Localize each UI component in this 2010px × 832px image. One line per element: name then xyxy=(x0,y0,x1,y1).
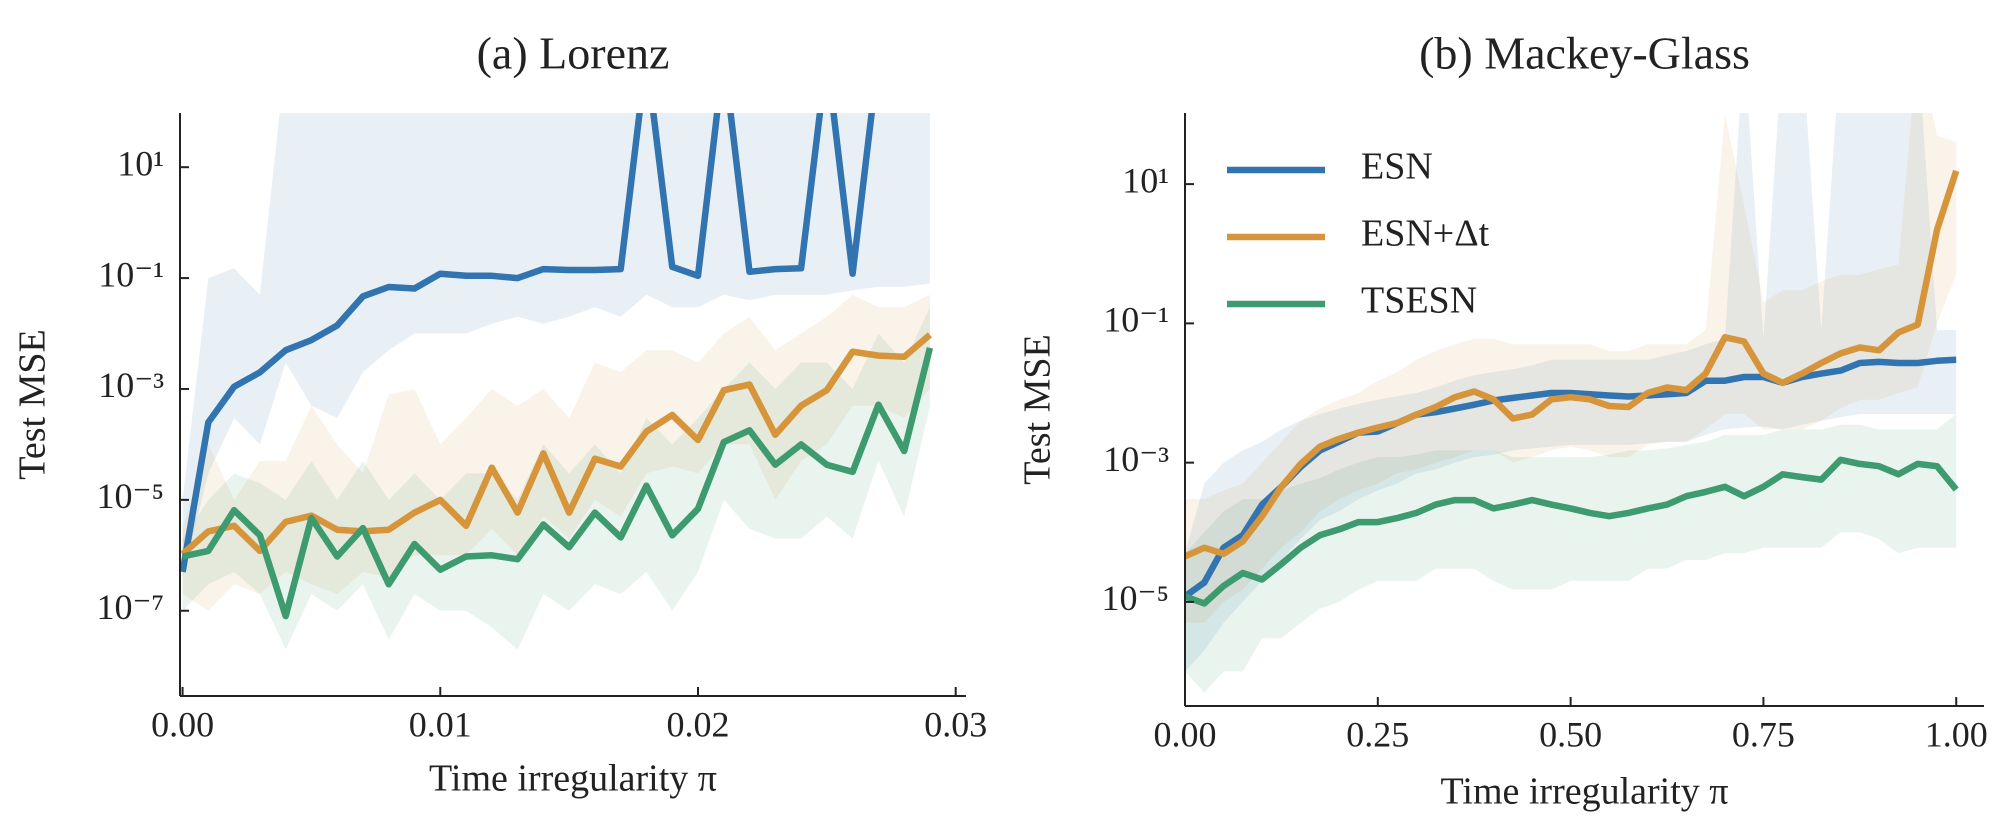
line xyxy=(180,113,875,573)
x-tick-label: 0.01 xyxy=(409,704,472,744)
x-tick-label: 0.00 xyxy=(151,704,214,744)
line xyxy=(180,332,933,557)
x-axis-label: Time irregularity π xyxy=(1441,771,1729,813)
line xyxy=(1185,456,1959,607)
y-tick-label: 10¹ xyxy=(117,143,164,183)
plot-area xyxy=(1185,113,1960,693)
legend-label: ESN xyxy=(1361,146,1433,188)
y-tick-label: 10¹ xyxy=(1122,160,1169,200)
y-axis-label: Test MSE xyxy=(12,329,54,479)
legend-label: ESN+Δt xyxy=(1361,213,1490,255)
y-tick-label: 10⁻³ xyxy=(98,365,164,405)
y-tick-label: 10⁻⁵ xyxy=(1101,578,1169,618)
error-band xyxy=(1185,113,1957,623)
x-tick-label: 0.50 xyxy=(1539,714,1602,754)
line xyxy=(181,347,934,620)
y-tick-label: 10⁻⁵ xyxy=(96,476,164,516)
x-tick-label: 0.00 xyxy=(1154,714,1217,754)
chart-title: (a) Lorenz xyxy=(477,28,670,79)
x-axis-label: Time irregularity π xyxy=(429,758,717,800)
x-tick-label: 1.00 xyxy=(1925,714,1988,754)
y-tick-label: 10⁻¹ xyxy=(98,254,164,294)
x-tick-label: 0.25 xyxy=(1346,714,1409,754)
y-tick-label: 10⁻³ xyxy=(1103,439,1169,479)
chart-title: (b) Mackey-Glass xyxy=(1419,28,1750,79)
y-tick-label: 10⁻⁷ xyxy=(96,587,164,627)
legend-label: TSESN xyxy=(1361,280,1477,322)
x-tick-label: 0.02 xyxy=(666,704,729,744)
y-axis-label: Test MSE xyxy=(1017,334,1059,484)
x-tick-label: 0.03 xyxy=(924,704,987,744)
x-tick-label: 0.75 xyxy=(1732,714,1795,754)
plot-area xyxy=(180,113,934,650)
line xyxy=(1185,169,1960,560)
y-tick-label: 10⁻¹ xyxy=(1103,300,1169,340)
